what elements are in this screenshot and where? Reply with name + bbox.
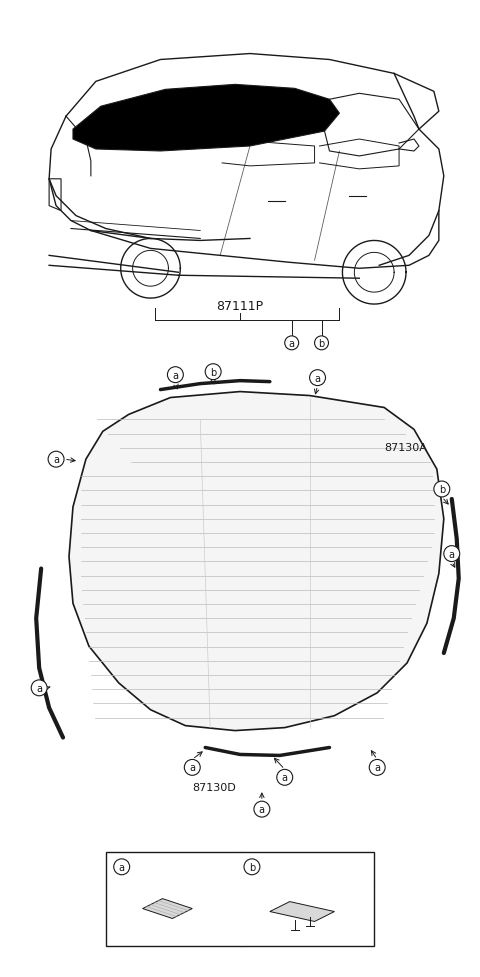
Text: b: b	[439, 485, 445, 494]
Bar	[106, 852, 374, 947]
Circle shape	[444, 546, 460, 562]
Circle shape	[285, 336, 299, 351]
Text: 87111P: 87111P	[216, 299, 264, 313]
Circle shape	[314, 336, 328, 351]
Circle shape	[277, 770, 293, 786]
Text: b: b	[318, 338, 324, 349]
Circle shape	[31, 680, 47, 696]
Polygon shape	[69, 392, 444, 731]
Text: a: a	[259, 804, 265, 814]
Text: a: a	[288, 338, 295, 349]
Polygon shape	[73, 85, 339, 151]
Text: 86124D: 86124D	[136, 861, 182, 873]
Text: a: a	[172, 370, 179, 380]
Text: b: b	[210, 367, 216, 377]
Circle shape	[244, 859, 260, 874]
Circle shape	[254, 801, 270, 817]
Text: a: a	[282, 773, 288, 783]
Text: a: a	[449, 549, 455, 559]
Text: a: a	[119, 862, 125, 871]
Text: a: a	[36, 683, 42, 693]
Text: 87130A: 87130A	[384, 443, 427, 452]
Text: 87864: 87864	[265, 861, 302, 873]
Circle shape	[114, 859, 130, 874]
Circle shape	[48, 451, 64, 468]
Circle shape	[205, 364, 221, 380]
Text: a: a	[189, 763, 195, 773]
Text: a: a	[374, 763, 380, 773]
Polygon shape	[143, 899, 192, 918]
Circle shape	[369, 760, 385, 776]
Circle shape	[184, 760, 200, 776]
Polygon shape	[270, 902, 335, 921]
Text: a: a	[314, 373, 321, 383]
Circle shape	[168, 367, 183, 383]
Text: a: a	[53, 454, 59, 465]
Text: 87130D: 87130D	[192, 783, 236, 792]
Circle shape	[310, 370, 325, 386]
Text: b: b	[249, 862, 255, 871]
Circle shape	[434, 482, 450, 497]
